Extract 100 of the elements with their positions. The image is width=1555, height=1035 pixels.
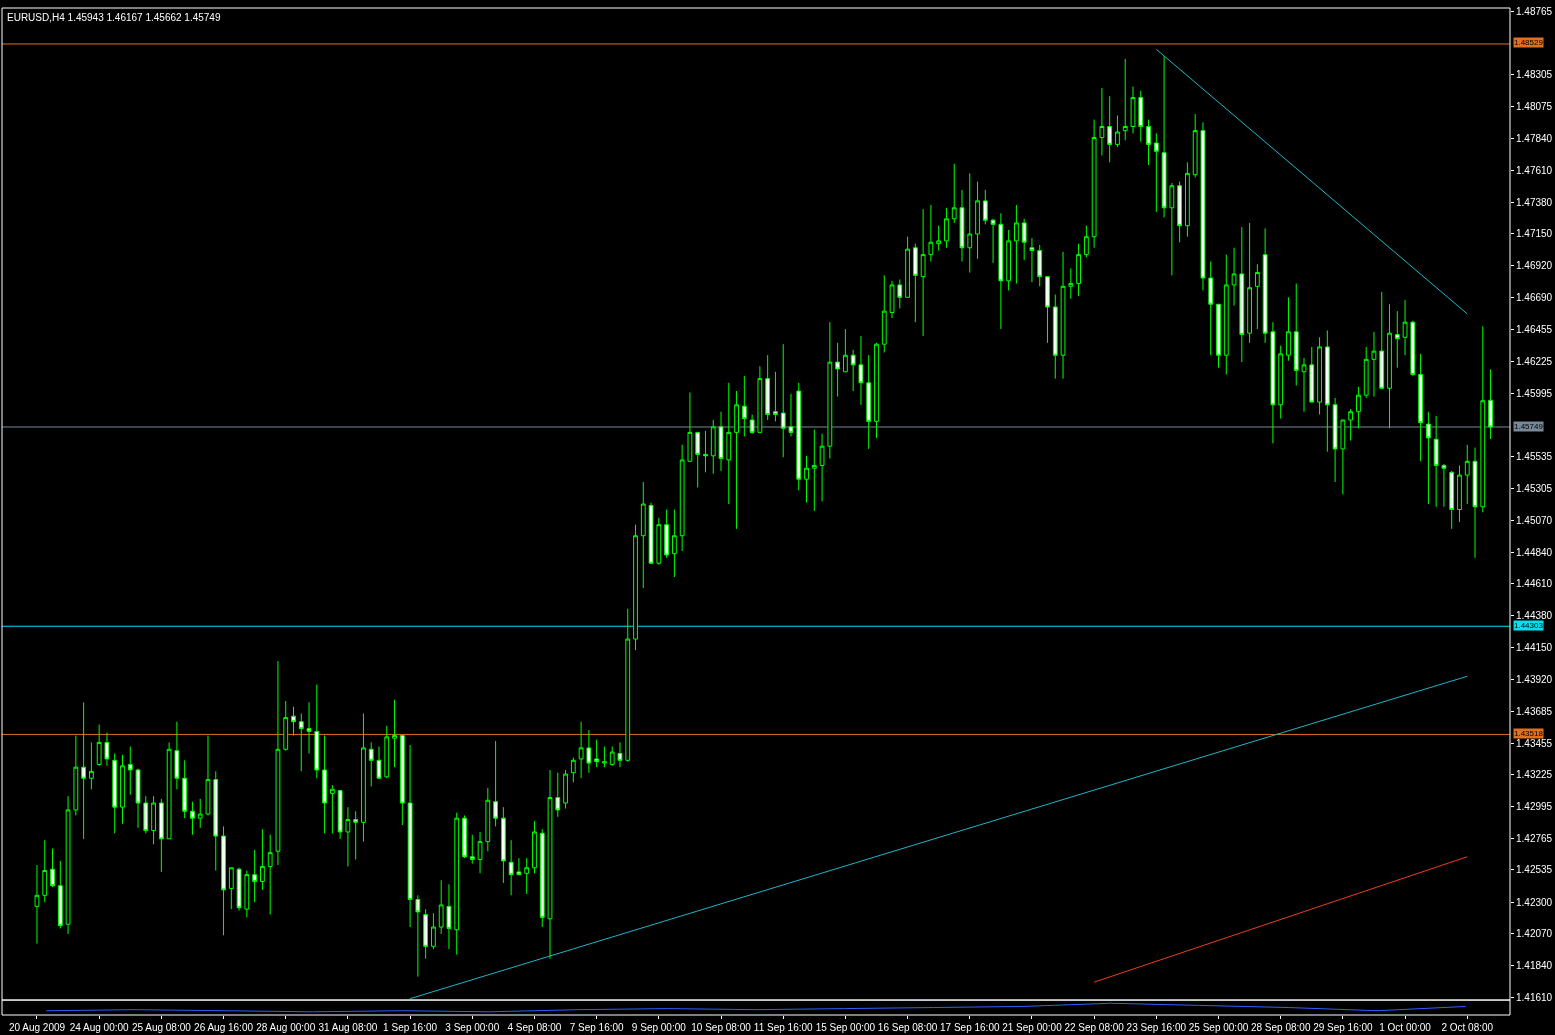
candlestick <box>640 481 646 589</box>
y-tick-label: 1.43455 <box>1516 737 1553 749</box>
candlestick <box>493 740 498 827</box>
chart-title: EURUSD,H4 1.45943 1.46167 1.45662 1.45749 <box>7 12 221 23</box>
candlestick <box>1185 161 1190 238</box>
x-tick-label: 3 Sep 00:00 <box>445 1022 500 1033</box>
candlestick <box>190 801 195 836</box>
y-tick-label: 1.46920 <box>1516 260 1553 272</box>
candlestick <box>881 274 887 353</box>
candlestick <box>1262 227 1268 344</box>
candlestick <box>1083 225 1089 258</box>
y-tick-label: 1.42995 <box>1516 800 1553 812</box>
candlestick <box>73 735 79 816</box>
y-tick-label: 1.42765 <box>1516 832 1553 844</box>
candlestick <box>570 757 576 783</box>
candlestick <box>120 754 125 825</box>
candlestick <box>500 806 506 884</box>
candlestick <box>298 712 304 772</box>
candlestick <box>431 912 436 950</box>
candlestick <box>1169 182 1175 276</box>
candlestick <box>384 725 390 779</box>
x-tick-label: 28 Sep 08:00 <box>1250 1022 1311 1033</box>
x-tick-label: 21 Sep 00:00 <box>1002 1022 1063 1033</box>
candlestick <box>135 768 141 829</box>
candlestick <box>1464 444 1470 505</box>
candlestick <box>50 847 55 888</box>
candlestick <box>959 189 965 263</box>
candlestick <box>835 342 841 398</box>
y-tick-label: 1.44150 <box>1516 641 1553 653</box>
candlestick <box>1324 329 1330 453</box>
candlestick <box>695 431 701 488</box>
candlestick <box>1254 263 1260 330</box>
x-tick-label: 26 Aug 16:00 <box>194 1022 254 1033</box>
candlestick <box>905 236 910 298</box>
x-tick-label: 1 Sep 16:00 <box>383 1022 438 1033</box>
candlestick <box>1153 132 1159 213</box>
candlestick <box>174 721 180 790</box>
x-tick-label: 9 Sep 00:00 <box>631 1022 687 1033</box>
x-tick-label: 4 Sep 08:00 <box>507 1022 562 1033</box>
candlestick <box>982 189 988 225</box>
candlestick <box>205 735 211 816</box>
candlestick <box>221 825 226 936</box>
candlestick <box>96 723 102 767</box>
candlestick <box>928 204 934 263</box>
candlestick <box>757 365 763 433</box>
y-tick-label: 1.48765 <box>1516 5 1553 17</box>
candlestick <box>1371 331 1377 398</box>
candlestick <box>866 354 872 450</box>
candlestick <box>1317 336 1322 415</box>
x-tick-label: 11 Sep 16:00 <box>753 1022 814 1033</box>
candlestick <box>1402 299 1408 356</box>
candlestick <box>88 741 94 790</box>
candlestick <box>990 219 996 264</box>
candlestick <box>827 321 833 460</box>
candlestick <box>314 684 320 779</box>
candlestick <box>166 741 172 840</box>
candlestick <box>532 820 537 874</box>
candlestick <box>609 746 615 767</box>
candlestick <box>1488 368 1493 440</box>
candlestick <box>1387 303 1392 429</box>
x-tick-label: 2 Oct 08:00 <box>1441 1022 1494 1033</box>
candlestick <box>1363 346 1369 399</box>
y-tick-label: 1.42070 <box>1516 928 1553 940</box>
candlestick <box>586 729 592 774</box>
candlestick <box>796 382 802 491</box>
candlestick <box>104 732 110 767</box>
candlestick <box>1099 87 1105 156</box>
candlestick <box>368 741 374 787</box>
y-tick-label: 1.46455 <box>1516 324 1553 336</box>
candlestick <box>555 772 561 818</box>
candlestick <box>749 413 755 435</box>
candlestick <box>578 721 584 779</box>
candlestick <box>34 864 40 945</box>
candlestick <box>897 278 903 309</box>
candlestick <box>1410 320 1416 377</box>
candlestick <box>1433 415 1439 508</box>
candlestick <box>1060 251 1066 380</box>
candlestick <box>936 225 942 251</box>
ref-line-label: 1.44303 <box>1514 621 1544 630</box>
candlestick <box>158 798 164 873</box>
candlestick <box>1480 325 1486 513</box>
candlestick <box>182 759 188 819</box>
candlestick <box>710 419 716 475</box>
candlestick <box>889 280 895 319</box>
y-tick-label: 1.41840 <box>1516 960 1553 972</box>
candlestick <box>1309 346 1315 403</box>
candlestick <box>765 354 771 421</box>
candlestick <box>399 735 405 826</box>
x-tick-label: 24 Aug 00:00 <box>69 1022 130 1033</box>
candlestick <box>633 524 638 651</box>
candlestick <box>1076 243 1081 297</box>
candlestick <box>617 741 623 768</box>
candlestick <box>236 867 242 911</box>
candlestick <box>734 390 739 530</box>
candlestick <box>151 795 156 845</box>
y-tick-label: 1.46225 <box>1516 355 1553 367</box>
x-tick-label: 16 Sep 08:00 <box>877 1022 938 1033</box>
candlestick <box>42 839 48 903</box>
candlestick <box>1418 353 1424 462</box>
y-tick-label: 1.42535 <box>1516 864 1553 876</box>
